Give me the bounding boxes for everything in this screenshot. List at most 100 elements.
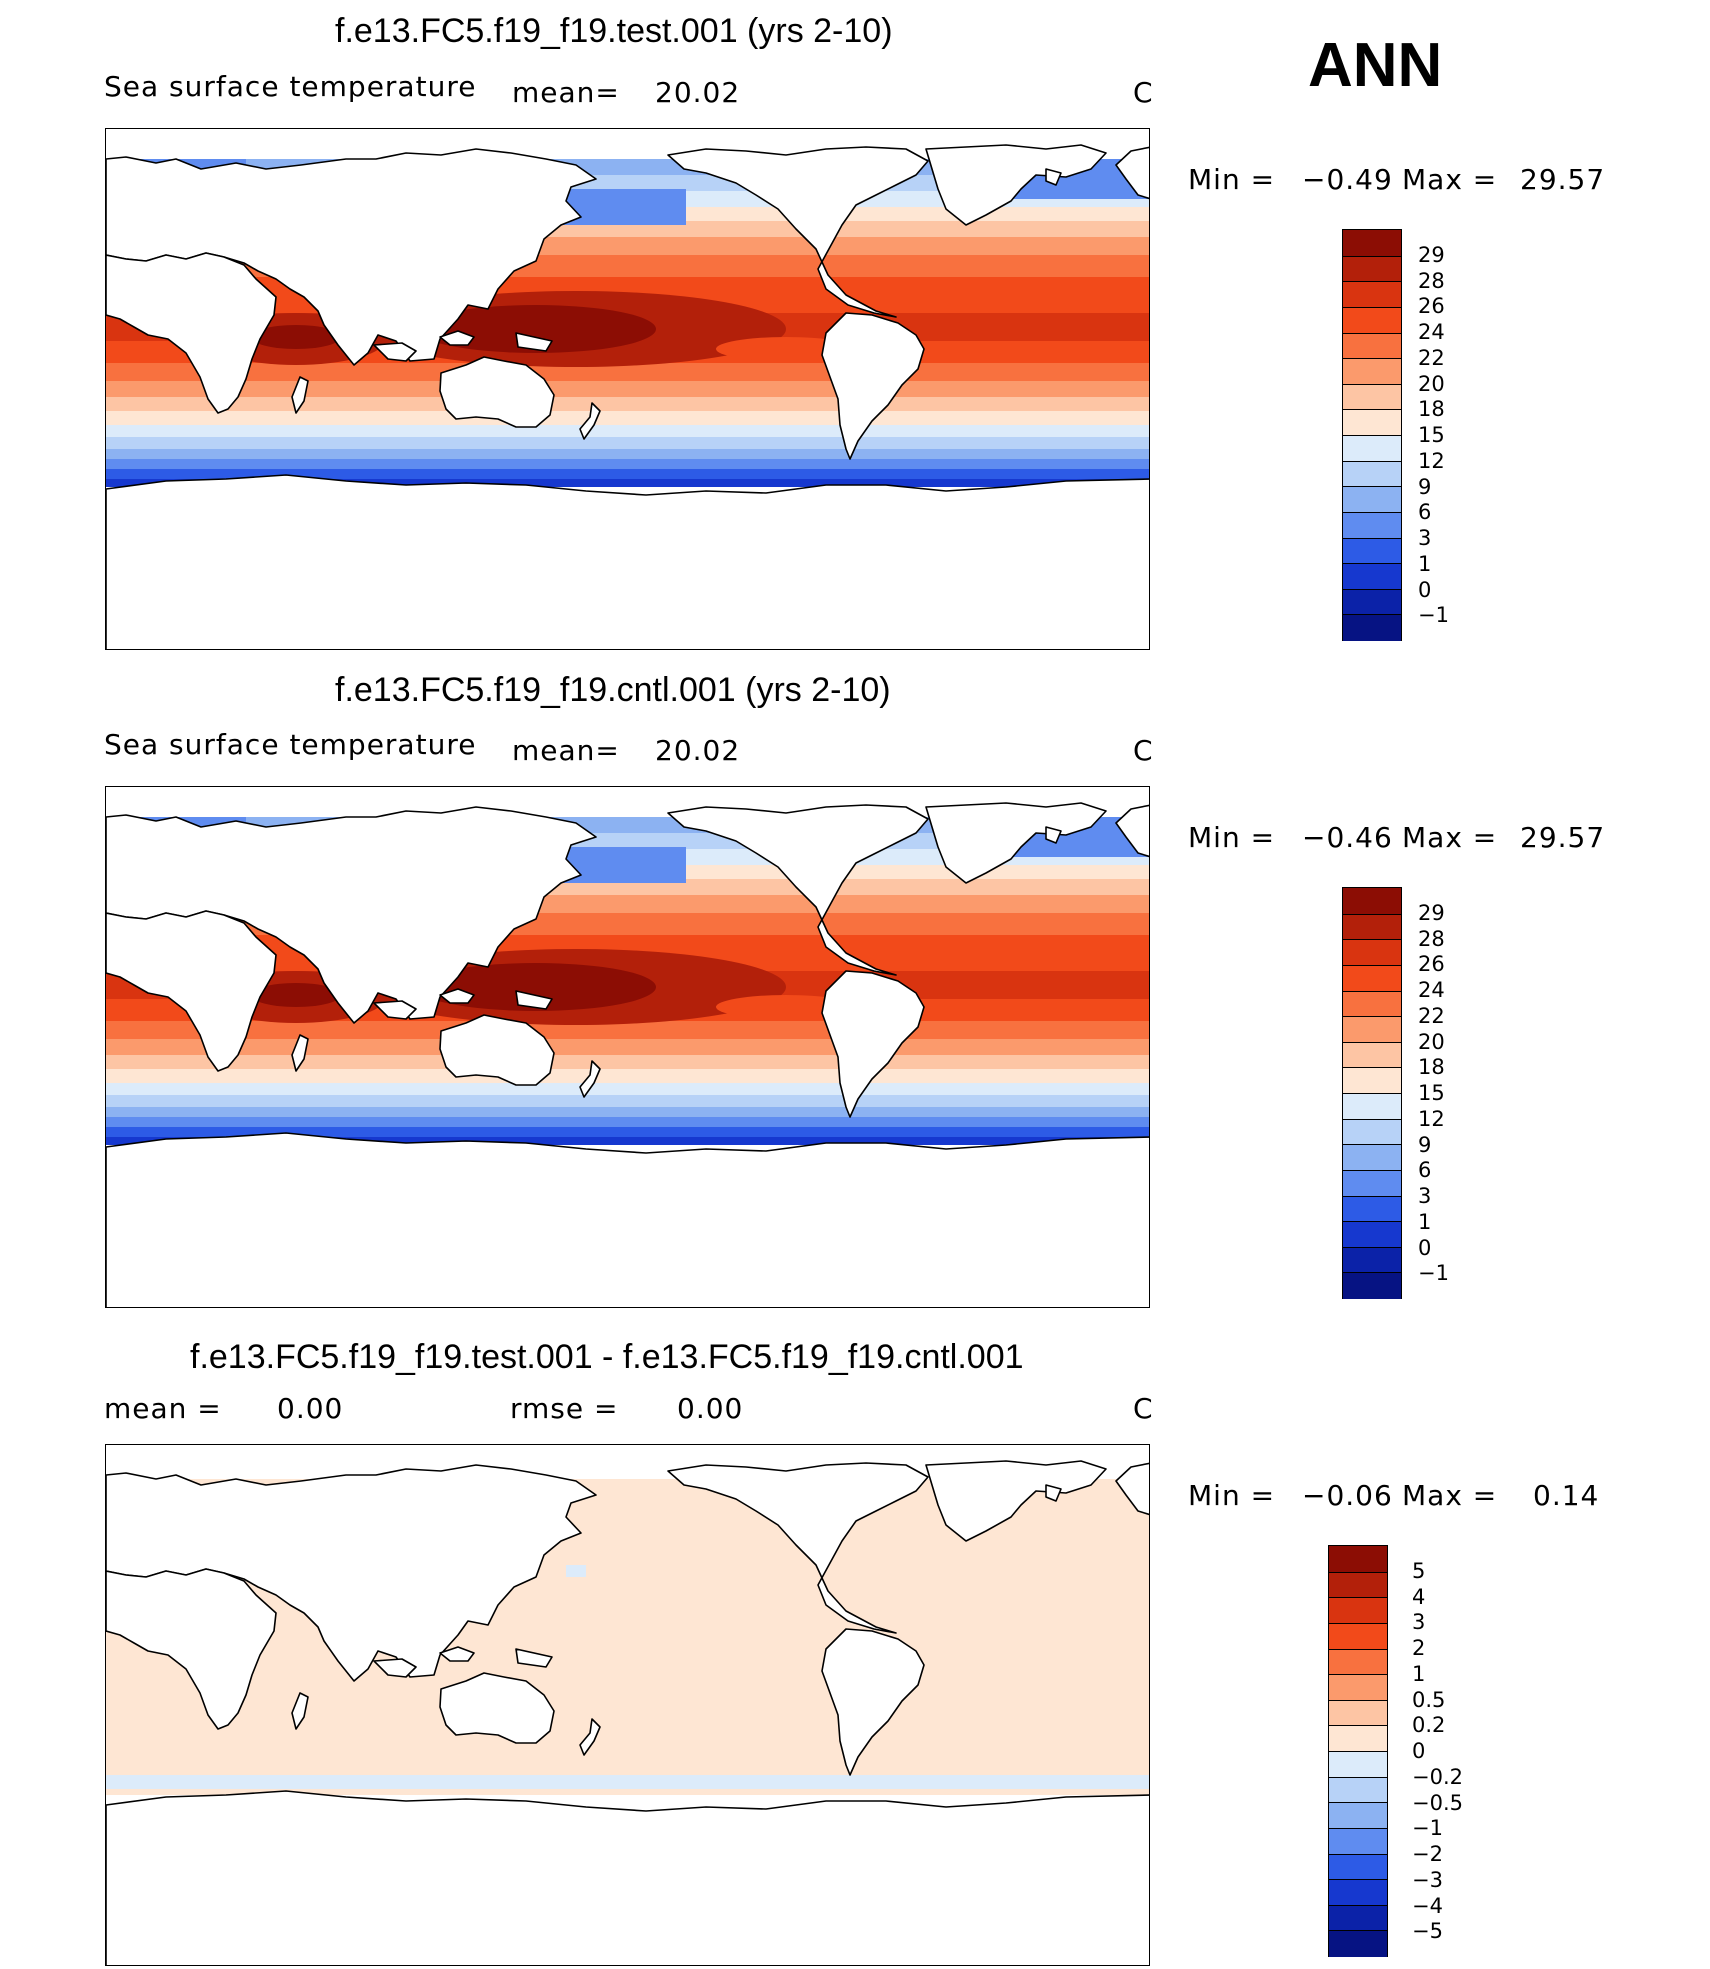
colorbar-swatch	[1343, 1195, 1401, 1223]
colorbar-swatch	[1329, 1699, 1387, 1727]
panel-2-mean-label: mean=	[512, 734, 620, 767]
colorbar-swatch	[1343, 1016, 1401, 1043]
colorbar-tick-label: 6	[1418, 1158, 1432, 1183]
colorbar-tick-label: 9	[1418, 474, 1432, 499]
colorbar-tick-label: −1	[1412, 1816, 1443, 1841]
land-outline	[515, 1648, 553, 1668]
colorbar-swatch	[1343, 1221, 1401, 1248]
colorbar-tick-label: 1	[1418, 551, 1432, 576]
land-outline	[667, 804, 929, 976]
land-outline	[821, 970, 925, 1118]
colorbar-swatch	[1343, 255, 1401, 283]
colorbar-tick-label: 4	[1412, 1584, 1426, 1609]
colorbar-swatch	[1329, 1751, 1387, 1778]
colorbar-swatch	[1343, 1144, 1401, 1171]
colorbar-tick-label: 0	[1412, 1739, 1426, 1763]
colorbar-swatch	[1343, 409, 1401, 436]
panel-1-units: C	[1133, 76, 1154, 109]
panel-2-title: f.e13.FC5.f19_f19.cntl.001 (yrs 2-10)	[335, 671, 891, 709]
colorbar-tick-label: −1	[1418, 1261, 1449, 1286]
panel-1-min-value: −0.49	[1302, 163, 1393, 196]
colorbar-swatch	[1329, 1546, 1387, 1572]
panel-1-min-label: Min =	[1188, 163, 1276, 196]
land-outline	[291, 1034, 309, 1072]
indian-ocean-core	[251, 325, 341, 349]
panel-2-sst-field	[106, 802, 1149, 1307]
panel-3-rmse-value: 0.00	[677, 1392, 744, 1425]
land-outline	[106, 148, 597, 366]
panel-1-map	[105, 128, 1150, 650]
land-outline	[1045, 1484, 1062, 1502]
colorbar-tick-label: −5	[1412, 1919, 1443, 1944]
colorbar-tick-label: −3	[1412, 1867, 1443, 1892]
colorbar-tick-label: 0	[1418, 1235, 1432, 1260]
colorbar-swatch	[1329, 1622, 1387, 1650]
colorbar-swatch	[1329, 1776, 1387, 1804]
panel-2-max-label: Max =	[1402, 821, 1498, 854]
colorbar-tick-label: 15	[1418, 423, 1445, 447]
colorbar-swatch	[1343, 281, 1401, 308]
panel-3-max-label: Max =	[1402, 1479, 1498, 1512]
land-outline	[439, 1646, 475, 1662]
colorbar-tick-label: 9	[1418, 1132, 1432, 1157]
colorbar-tick-label: −2	[1412, 1842, 1443, 1866]
sst-zonal-band	[106, 1095, 1149, 1107]
panel-3-mean-value: 0.00	[277, 1392, 344, 1425]
panel-2-variable: Sea surface temperature	[104, 728, 477, 761]
sst-zonal-band	[106, 1127, 1149, 1137]
colorbar-tick-label: 2	[1412, 1636, 1426, 1660]
indian-ocean-core	[251, 983, 341, 1007]
colorbar-swatch	[1343, 939, 1401, 966]
land-outline	[1115, 146, 1149, 200]
season-label: ANN	[1308, 31, 1443, 100]
colorbar-swatch	[1343, 1041, 1401, 1069]
panel-2-colorbar	[1342, 887, 1402, 1299]
panel-1-mean-label: mean=	[512, 76, 620, 109]
land-outline	[106, 474, 1149, 649]
colorbar-tick-label: 3	[1418, 526, 1432, 550]
colorbar-swatch	[1343, 358, 1401, 385]
colorbar-tick-label: 24	[1418, 978, 1445, 1002]
sst-zonal-band	[106, 1039, 1149, 1055]
colorbar-tick-label: −0.5	[1412, 1790, 1463, 1815]
land-outline	[1115, 804, 1149, 858]
panel-3-max-value: 0.14	[1533, 1479, 1600, 1512]
negative-patch	[566, 1565, 586, 1577]
colorbar-swatch	[1343, 588, 1401, 616]
colorbar-tick-label: 29	[1418, 900, 1445, 925]
colorbar-tick-label: 12	[1418, 448, 1445, 473]
sst-zonal-band	[106, 1069, 1149, 1083]
colorbar-tick-label: 26	[1418, 294, 1445, 319]
colorbar-swatch	[1343, 306, 1401, 334]
colorbar-swatch	[1343, 990, 1401, 1018]
colorbar-swatch	[1329, 1571, 1387, 1599]
colorbar-swatch	[1343, 383, 1401, 411]
colorbar-swatch	[1343, 888, 1401, 914]
colorbar-tick-label: 22	[1418, 345, 1445, 370]
land-outline	[579, 1718, 601, 1756]
panel-1-title: f.e13.FC5.f19_f19.test.001 (yrs 2-10)	[335, 12, 893, 50]
colorbar-tick-label: 18	[1418, 1055, 1445, 1080]
land-outline	[106, 806, 597, 1024]
colorbar-tick-label: 20	[1418, 371, 1445, 396]
colorbar-tick-label: 15	[1418, 1081, 1445, 1105]
warm-pool-core	[416, 305, 656, 353]
colorbar-swatch	[1343, 1093, 1401, 1120]
land-outline	[439, 330, 475, 346]
panel-3-min-label: Min =	[1188, 1479, 1276, 1512]
colorbar-swatch	[1343, 332, 1401, 360]
panel-3-rmse-label: rmse =	[510, 1392, 619, 1425]
cold-tongue	[716, 337, 856, 361]
colorbar-swatch	[1343, 614, 1401, 641]
colorbar-swatch	[1329, 1879, 1387, 1906]
colorbar-tick-label: 0.5	[1412, 1687, 1446, 1712]
colorbar-swatch	[1329, 1904, 1387, 1932]
land-outline	[106, 1568, 277, 1730]
colorbar-tick-label: 29	[1418, 242, 1445, 267]
colorbar-tick-label: 20	[1418, 1029, 1445, 1054]
panel-3-colorbar	[1328, 1545, 1388, 1957]
colorbar-swatch	[1343, 511, 1401, 539]
land-outline	[106, 910, 277, 1072]
land-outline	[515, 332, 553, 352]
colorbar-swatch	[1343, 1067, 1401, 1094]
